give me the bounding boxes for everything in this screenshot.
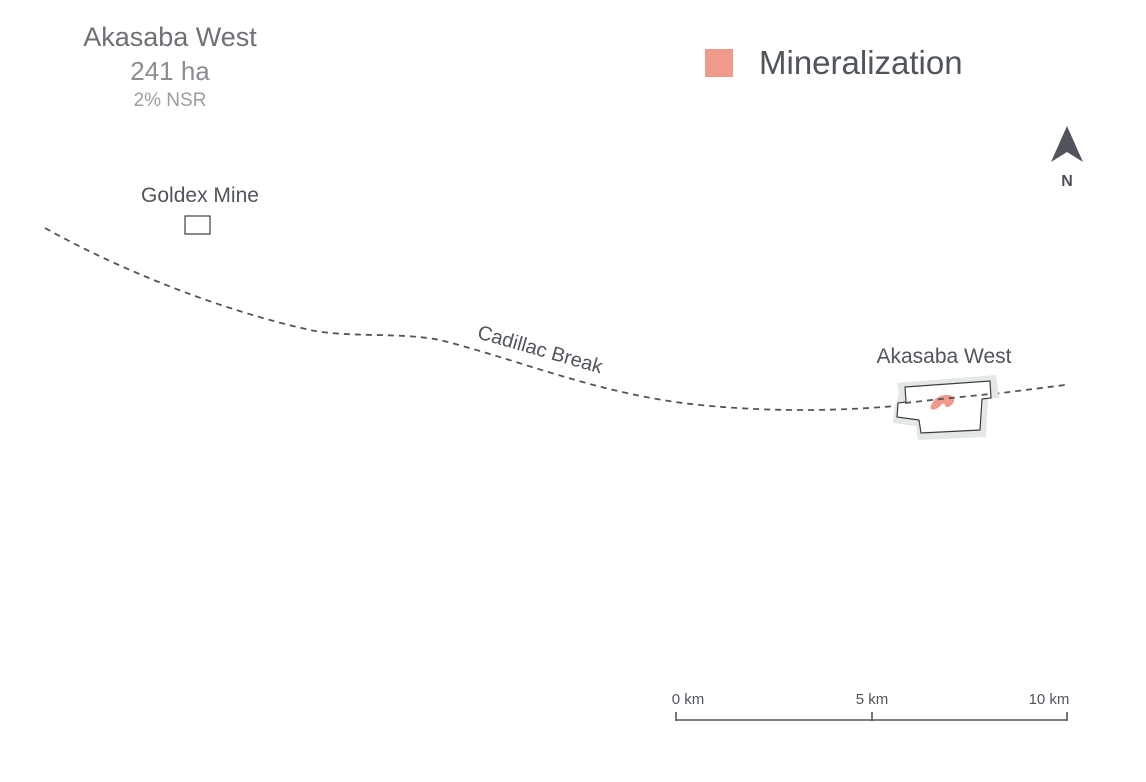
scale-label-10: 10 km <box>1029 691 1070 708</box>
mineralization-swatch <box>705 49 733 77</box>
legend-label-mineralization: Mineralization <box>759 44 963 81</box>
property-area: 241 ha <box>130 56 210 86</box>
goldex-mine-outline <box>184 215 211 235</box>
north-arrow: N <box>1048 124 1086 191</box>
legend: Mineralization <box>705 44 963 82</box>
north-label: N <box>1061 173 1073 190</box>
cadillac-break-fault-line <box>44 227 896 411</box>
property-name-title: Akasaba West <box>83 22 257 52</box>
property-royalty: 2% NSR <box>133 90 207 111</box>
scale-label-0: 0 km <box>672 691 705 708</box>
goldex-mine-label: Goldex Mine <box>141 184 259 207</box>
fault-line-through-property <box>904 393 992 404</box>
akasaba-west-outline <box>896 380 992 434</box>
property-info-block: Akasaba West 241 ha 2% NSR <box>70 20 270 114</box>
north-arrow-icon <box>1051 126 1083 162</box>
scale-bar: 0 km 5 km 10 km <box>672 691 1070 721</box>
akasaba-west-map-label: Akasaba West <box>876 345 1011 368</box>
mineralization-zone <box>930 394 955 410</box>
scale-label-5: 5 km <box>856 691 889 708</box>
